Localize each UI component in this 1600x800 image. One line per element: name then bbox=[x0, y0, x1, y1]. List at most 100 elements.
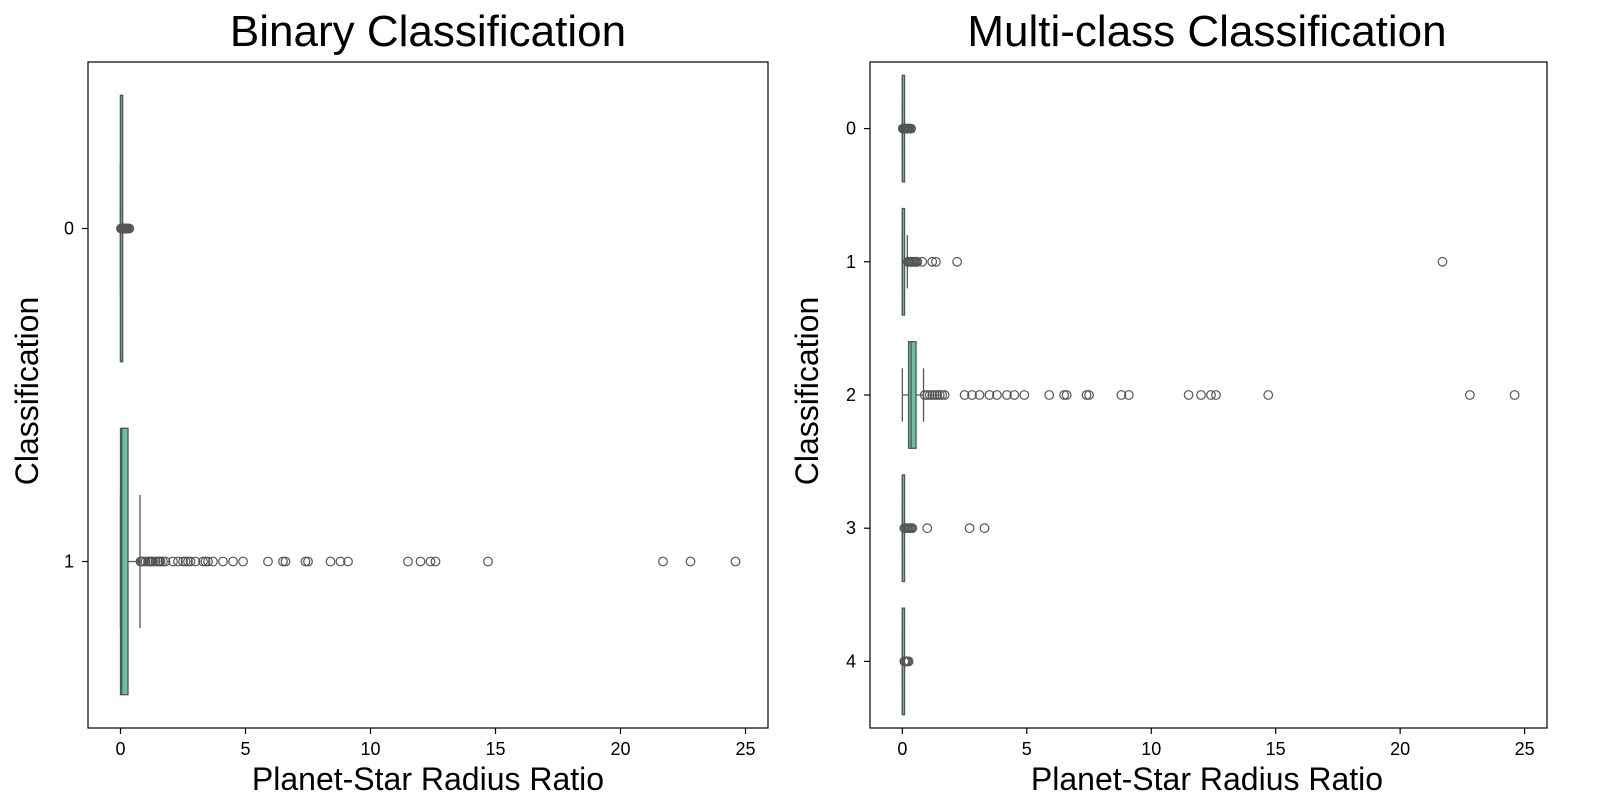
binary-flier-point bbox=[658, 556, 668, 567]
multiclass-flier-point bbox=[917, 256, 928, 267]
binary-flier-point bbox=[263, 556, 273, 567]
multiclass-flier-point bbox=[927, 256, 938, 267]
binary-panel: Binary Classification Planet-Star Radius… bbox=[9, 7, 769, 797]
multiclass-flier-point bbox=[1196, 390, 1206, 400]
binary-axes-frame bbox=[87, 61, 769, 729]
multiclass-flier-point bbox=[952, 256, 963, 267]
binary-ytick-label: 0 bbox=[64, 219, 74, 239]
binary-flier-point bbox=[148, 556, 158, 567]
binary-flier-point bbox=[483, 556, 493, 567]
binary-flier-point bbox=[325, 556, 336, 567]
multiclass-xtick-label: 5 bbox=[1022, 739, 1032, 759]
binary-flier-point bbox=[124, 223, 135, 234]
binary-flier-point bbox=[198, 556, 208, 567]
multiclass-flier-point bbox=[922, 390, 933, 400]
multiclass-flier-point bbox=[1464, 390, 1475, 400]
multiclass-flier-point bbox=[1509, 390, 1520, 400]
multiclass-flier-point bbox=[1116, 390, 1127, 400]
binary-flier-point bbox=[300, 556, 311, 567]
binary-flier-point bbox=[218, 556, 228, 567]
multiclass-flier-point bbox=[934, 390, 945, 400]
multiclass-flier-point bbox=[1001, 390, 1012, 400]
binary-flier-point bbox=[150, 556, 161, 567]
multiclass-plot-area: 0 5 10 15 20 25 0 1 2 3 4 bbox=[846, 61, 1548, 759]
binary-plot-area: 0 5 10 15 20 25 0 1 bbox=[64, 61, 769, 759]
multiclass-flier-point bbox=[1019, 390, 1030, 400]
multiclass-xlabel: Planet-Star Radius Ratio bbox=[1031, 761, 1383, 797]
binary-title: Binary Classification bbox=[230, 7, 626, 56]
multiclass-flier-point bbox=[1437, 256, 1448, 267]
multiclass-flier-point bbox=[912, 256, 923, 267]
binary-flier-point bbox=[180, 556, 191, 567]
multiclass-flier-point bbox=[1123, 390, 1134, 400]
multiclass-flier-point bbox=[907, 523, 918, 534]
binary-flier-point bbox=[158, 556, 168, 567]
binary-flier-point bbox=[430, 556, 441, 567]
binary-flier-point bbox=[730, 556, 741, 567]
multiclass-flier-point bbox=[1183, 390, 1194, 400]
multiclass-flier-point bbox=[1009, 390, 1020, 400]
multiclass-flier-point bbox=[1211, 390, 1221, 400]
multiclass-flier-point bbox=[1263, 390, 1274, 400]
multiclass-ytick-label: 4 bbox=[846, 651, 856, 671]
binary-flier-point bbox=[228, 556, 238, 567]
multiclass-flier-point bbox=[964, 523, 975, 534]
binary-flier-point bbox=[183, 556, 193, 567]
binary-flier-point bbox=[178, 556, 188, 567]
binary-flier-point bbox=[168, 556, 178, 567]
binary-ylabel: Classification bbox=[9, 297, 45, 486]
multiclass-flier-point bbox=[967, 390, 977, 400]
multiclass-ylabel: Classification bbox=[789, 297, 825, 486]
binary-ytick-label: 1 bbox=[64, 552, 74, 572]
multiclass-flier-point bbox=[922, 523, 933, 534]
binary-flier-point bbox=[343, 556, 353, 567]
multiclass-flier-point bbox=[1059, 390, 1070, 400]
binary-flier-point bbox=[425, 556, 436, 567]
multiclass-flier-point bbox=[1084, 390, 1094, 400]
binary-flier-point bbox=[238, 556, 248, 567]
binary-xlabel: Planet-Star Radius Ratio bbox=[252, 761, 604, 797]
binary-xtick-label: 20 bbox=[610, 739, 630, 759]
multiclass-flier-point bbox=[924, 390, 935, 400]
binary-flier-point bbox=[278, 556, 288, 567]
multiclass-flier-point bbox=[1206, 390, 1216, 400]
multiclass-flier-point bbox=[1061, 390, 1072, 400]
binary-xtick-label: 25 bbox=[735, 739, 755, 759]
binary-flier-point bbox=[140, 556, 151, 567]
multiclass-flier-point bbox=[979, 523, 990, 534]
binary-xtick-label: 5 bbox=[240, 739, 250, 759]
binary-flier-point bbox=[303, 556, 313, 567]
binary-flier-point bbox=[160, 556, 171, 567]
multiclass-title: Multi-class Classification bbox=[967, 7, 1446, 56]
multiclass-flier-point bbox=[919, 390, 930, 400]
binary-flier-point bbox=[200, 556, 211, 567]
multiclass-xtick-label: 25 bbox=[1515, 739, 1535, 759]
binary-flier-point bbox=[185, 556, 196, 567]
multiclass-flier-point bbox=[992, 390, 1002, 400]
binary-xtick-label: 10 bbox=[360, 739, 380, 759]
multiclass-flier-point bbox=[984, 390, 995, 400]
binary-xtick-label: 0 bbox=[115, 739, 125, 759]
binary-flier-point bbox=[155, 556, 166, 567]
multiclass-flier-point bbox=[932, 390, 943, 400]
multiclass-xtick-label: 10 bbox=[1141, 739, 1161, 759]
multiclass-xtick-label: 15 bbox=[1266, 739, 1286, 759]
binary-flier-point bbox=[415, 556, 426, 567]
binary-xtick-label: 15 bbox=[485, 739, 505, 759]
multiclass-axes-frame bbox=[869, 61, 1548, 729]
binary-flier-point bbox=[335, 556, 346, 567]
multiclass-ytick-label: 2 bbox=[846, 385, 856, 405]
binary-flier-point bbox=[685, 556, 696, 567]
binary-flier-point bbox=[203, 556, 213, 567]
multiclass-ytick-label: 1 bbox=[846, 252, 856, 272]
binary-flier-point bbox=[208, 556, 218, 567]
multiclass-panel: Multi-class Classification Planet-Star R… bbox=[789, 7, 1548, 797]
multiclass-flier-point bbox=[1044, 390, 1055, 400]
multiclass-flier-point bbox=[906, 123, 916, 134]
multiclass-flier-point bbox=[939, 390, 950, 400]
binary-flier-point bbox=[173, 556, 183, 567]
multiclass-flier-point bbox=[937, 390, 948, 400]
binary-flier-point bbox=[190, 556, 201, 567]
binary-box-1 bbox=[119, 427, 129, 696]
